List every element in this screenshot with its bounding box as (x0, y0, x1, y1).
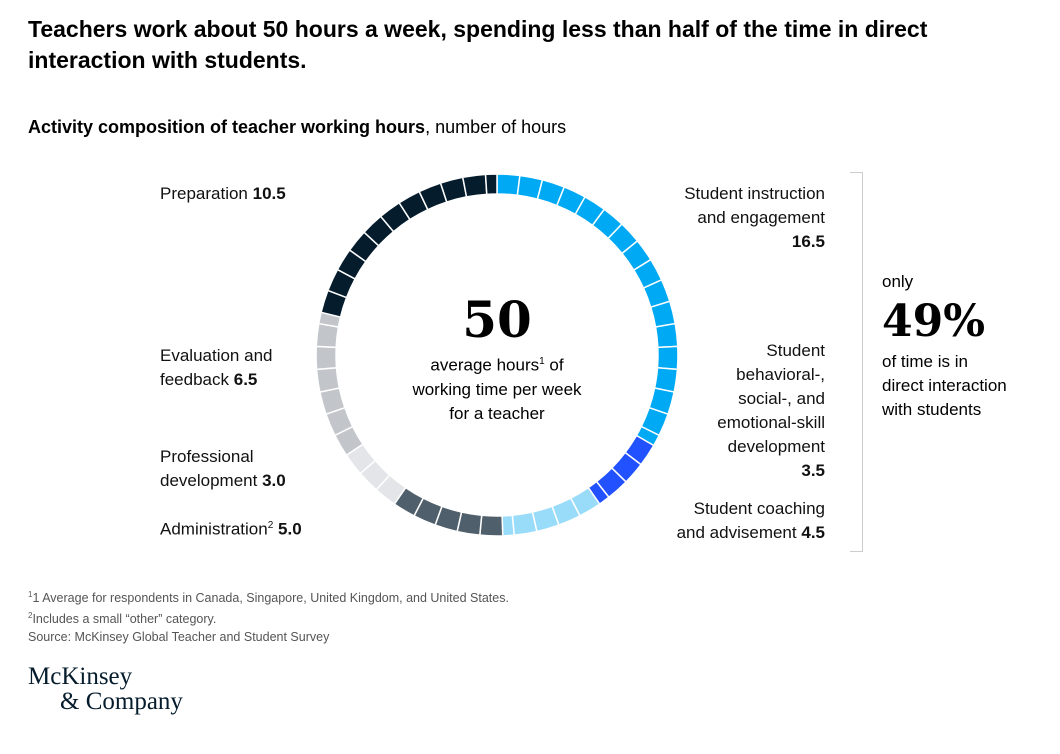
label-preparation: Preparation 10.5 (160, 184, 286, 203)
mckinsey-logo: McKinsey & Company (28, 663, 183, 715)
interaction-percent: 49% (882, 296, 986, 347)
label-instruction: Student instruction and engagement 16.5 (684, 184, 825, 251)
label-sel: Student behavioral-, social-, and emotional… (717, 341, 825, 480)
donut-segment-evaluation-and-feedback (315, 345, 338, 371)
center-text: average hours1 of working time per week … (412, 355, 582, 423)
subtitle-bold: Activity composition of teacher working … (28, 117, 426, 137)
donut-segment-student-instruction-and-engagement (496, 173, 521, 197)
donut-segment-student-coaching-and-advisement (501, 514, 516, 537)
interaction-annotation: only 49% of time is in direct interactio… (882, 272, 1007, 419)
footnote-2: 2Includes a small “other” category. (28, 611, 217, 627)
footnote-1: 11 Average for respondents in Canada, Si… (28, 590, 509, 606)
source: Source: McKinsey Global Teacher and Stud… (28, 630, 330, 645)
donut-segment-preparation (484, 173, 498, 196)
donut-segment-administration (478, 514, 504, 537)
donut-segment-evaluation-and-feedback (315, 366, 341, 393)
footnotes: 11 Average for respondents in Canada, Si… (28, 586, 509, 646)
center-label: 50 average hours1 of working time per we… (407, 290, 587, 426)
donut-segment-preparation (461, 173, 488, 198)
donut-segment-student-instruction-and-engagement (656, 345, 679, 371)
label-evaluation: Evaluation and feedback 6.5 (160, 346, 273, 389)
interaction-bracket (850, 172, 863, 552)
chart-title: Teachers work about 50 hours a week, spe… (28, 16, 928, 73)
donut-segment-student-instruction-and-engagement (654, 322, 679, 349)
center-value: 50 (462, 290, 532, 349)
chart-subtitle: Activity composition of teacher working … (28, 117, 567, 137)
subtitle-unit: number of hours (435, 117, 567, 137)
label-administration: Administration2 5.0 (160, 519, 302, 539)
donut-segment-student-coaching-and-advisement (511, 511, 538, 536)
label-coaching: Student coaching and advisement 4.5 (676, 499, 825, 542)
label-professional-development: Professional development 3.0 (160, 447, 286, 490)
